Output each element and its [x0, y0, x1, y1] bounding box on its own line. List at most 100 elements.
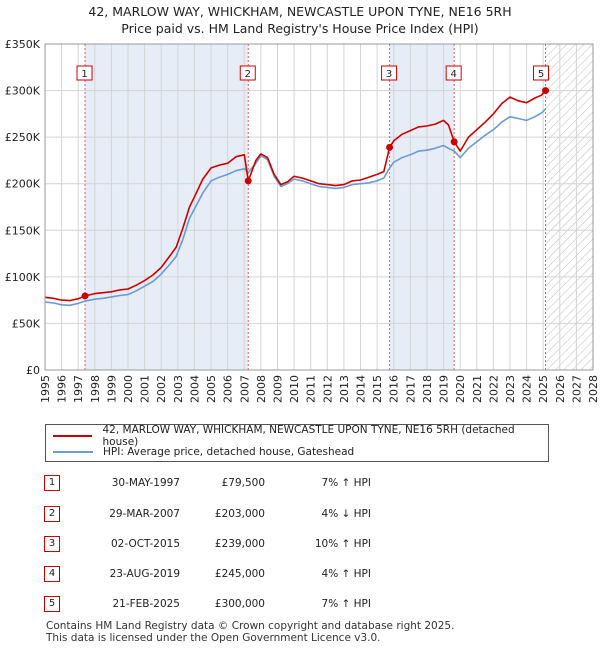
x-tick-label: 2007	[238, 375, 251, 403]
sale-number-badge: 4	[44, 566, 60, 582]
sale-point	[450, 138, 458, 146]
x-tick-label: 2004	[188, 375, 201, 403]
sale-label-number: 4	[450, 69, 456, 80]
x-tick-label: 2010	[288, 375, 301, 403]
x-tick-label: 2000	[122, 375, 135, 403]
y-tick-label: £0	[26, 364, 40, 377]
legend-label-property: 42, MARLOW WAY, WHICKHAM, NEWCASTLE UPON…	[102, 424, 515, 448]
sale-price: £300,000	[214, 598, 265, 610]
y-tick-label: £150K	[5, 224, 41, 237]
x-tick-label: 2001	[139, 375, 152, 403]
sale-hpi-diff: 4% ↓ HPI	[321, 508, 371, 520]
x-tick-label: 2005	[205, 375, 218, 403]
sale-label-number: 3	[386, 69, 392, 80]
sale-price: £79,500	[221, 477, 265, 489]
hpi-line	[44, 108, 547, 307]
sale-point	[386, 143, 394, 151]
sale-hpi-diff: 4% ↑ HPI	[321, 568, 371, 580]
plot-border	[44, 43, 594, 371]
x-tick-label: 2011	[305, 375, 318, 403]
x-tick-label: 2017	[404, 375, 417, 403]
price-chart: £0 £50K £100K £150K £200K £250K £300K £350K 1995…	[5, 38, 600, 403]
sale-date: 02-OCT-2015	[111, 538, 180, 550]
legend-swatch-property	[53, 435, 93, 437]
sale-price: £239,000	[214, 538, 265, 550]
x-tick-label: 2022	[487, 375, 500, 403]
sale-label-number: 2	[245, 69, 251, 80]
footer-licence: This data is licensed under the Open Gov…	[46, 632, 381, 644]
x-tick-label: 2008	[255, 375, 268, 403]
sale-hpi-diff: 7% ↑ HPI	[321, 598, 371, 610]
x-tick-label: 2020	[454, 375, 467, 403]
legend: 42, MARLOW WAY, WHICKHAM, NEWCASTLE UPON…	[45, 424, 549, 462]
x-tick-label: 2021	[471, 375, 484, 403]
sale-label-number: 5	[538, 69, 544, 80]
x-tick-label: 2002	[155, 375, 168, 403]
property-price-line	[44, 90, 547, 302]
legend-swatch-hpi	[53, 451, 93, 453]
x-tick-label: 2028	[587, 375, 600, 403]
x-tick-label: 2014	[355, 375, 368, 403]
sale-date: 23-AUG-2019	[109, 568, 180, 580]
x-tick-label: 2013	[338, 375, 351, 403]
sale-row: 3 02-OCT-2015 £239,000 10% ↑ HPI	[0, 536, 600, 554]
sale-price: £203,000	[214, 508, 265, 520]
x-tick-label: 2016	[388, 375, 401, 403]
x-tick-label: 2015	[371, 375, 384, 403]
x-tick-label: 2023	[504, 375, 517, 403]
x-tick-label: 2003	[172, 375, 185, 403]
sale-point	[81, 292, 89, 300]
sale-label-number: 1	[81, 69, 87, 80]
x-tick-label: 1997	[72, 375, 85, 403]
y-tick-label: £100K	[5, 271, 41, 284]
x-tick-label: 1998	[89, 375, 102, 403]
footer: Contains HM Land Registry data © Crown c…	[46, 620, 454, 644]
forecast-region	[545, 44, 593, 370]
sale-number-badge: 2	[44, 506, 60, 522]
x-tick-label: 1999	[105, 375, 118, 403]
y-tick-label: £250K	[5, 131, 41, 144]
sale-date: 30-MAY-1997	[111, 477, 180, 489]
x-tick-label: 2009	[271, 375, 284, 403]
sale-number-badge: 5	[44, 596, 60, 612]
x-tick-label: 2018	[421, 375, 434, 403]
sale-point	[244, 177, 252, 185]
sale-point	[542, 87, 550, 95]
y-tick-label: £300K	[5, 85, 41, 98]
sale-hpi-diff: 7% ↑ HPI	[321, 477, 371, 489]
y-tick-label: £200K	[5, 178, 41, 191]
sale-price: £245,000	[214, 568, 265, 580]
sale-date: 29-MAR-2007	[109, 508, 180, 520]
x-tick-label: 2026	[554, 375, 567, 403]
ownership-band	[85, 44, 249, 370]
footer-copyright: Contains HM Land Registry data © Crown c…	[46, 620, 455, 632]
sale-label-box	[239, 65, 256, 81]
sale-row: 4 23-AUG-2019 £245,000 4% ↑ HPI	[0, 566, 600, 584]
x-tick-label: 2027	[570, 375, 583, 403]
x-tick-label: 2012	[321, 375, 334, 403]
sale-label-box	[381, 65, 398, 81]
sale-row: 2 29-MAR-2007 £203,000 4% ↓ HPI	[0, 506, 600, 524]
chart-subtitle: Price paid vs. HM Land Registry's House …	[121, 21, 479, 36]
x-tick-label: 2006	[222, 375, 235, 403]
chart-title: 42, MARLOW WAY, WHICKHAM, NEWCASTLE UPON…	[88, 4, 512, 19]
x-tick-label: 2024	[521, 375, 534, 403]
y-tick-label: £50K	[12, 317, 41, 330]
sale-row: 1 30-MAY-1997 £79,500 7% ↑ HPI	[0, 475, 600, 493]
sale-date: 21-FEB-2025	[112, 598, 180, 610]
legend-item-property: 42, MARLOW WAY, WHICKHAM, NEWCASTLE UPON…	[53, 424, 548, 448]
x-tick-label: 2025	[537, 375, 550, 403]
x-tick-label: 1996	[56, 375, 69, 403]
legend-label-hpi: HPI: Average price, detached house, Gate…	[103, 446, 355, 458]
y-tick-label: £350K	[5, 38, 41, 51]
x-tick-label: 1995	[39, 375, 52, 403]
sale-hpi-diff: 10% ↑ HPI	[314, 538, 371, 550]
sale-number-badge: 3	[44, 536, 60, 552]
ownership-band	[389, 44, 455, 370]
legend-item-hpi: HPI: Average price, detached house, Gate…	[53, 444, 354, 460]
sale-label-box	[445, 65, 462, 81]
x-tick-label: 2019	[438, 375, 451, 403]
sale-row: 5 21-FEB-2025 £300,000 7% ↑ HPI	[0, 596, 600, 614]
sale-label-box	[533, 65, 550, 81]
sale-number-badge: 1	[44, 475, 60, 491]
